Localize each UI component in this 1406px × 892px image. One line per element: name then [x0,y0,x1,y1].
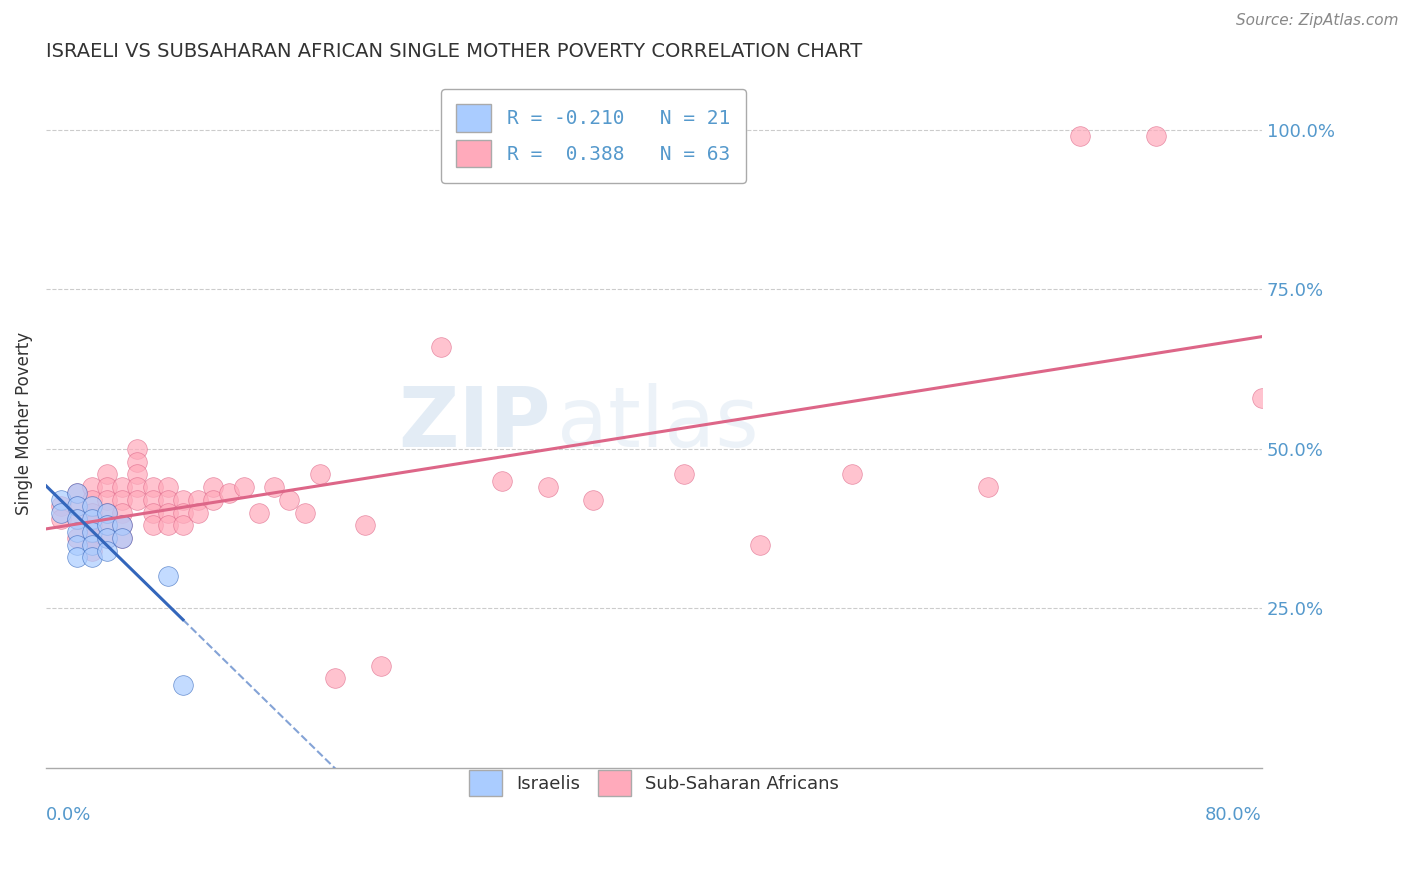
Point [111,518,134,533]
Point [294,506,316,520]
Point [218,486,240,500]
Point [127,480,149,494]
Point [111,531,134,545]
Point [323,672,346,686]
Point [96,531,118,545]
Point [142,506,165,520]
Point [156,492,179,507]
Point [111,518,134,533]
Point [65,512,87,526]
Point [263,480,285,494]
Point [65,486,87,500]
Point [51,512,73,526]
Point [1069,129,1091,144]
Text: atlas: atlas [557,383,759,464]
Point [80,550,103,565]
Point [127,492,149,507]
Point [977,480,1000,494]
Point [370,658,392,673]
Point [80,492,103,507]
Point [65,537,87,551]
Point [142,480,165,494]
Point [80,537,103,551]
Point [65,500,87,514]
Point [111,480,134,494]
Point [278,492,301,507]
Point [172,492,194,507]
Point [111,506,134,520]
Point [65,486,87,500]
Point [51,492,73,507]
Point [537,480,560,494]
Point [111,531,134,545]
Point [80,518,103,533]
Text: 0.0%: 0.0% [46,805,91,823]
Legend: Israelis, Sub-Saharan Africans: Israelis, Sub-Saharan Africans [454,756,853,810]
Point [96,506,118,520]
Point [156,506,179,520]
Point [430,340,453,354]
Point [841,467,863,482]
Point [80,531,103,545]
Point [172,678,194,692]
Point [142,518,165,533]
Point [96,492,118,507]
Point [96,506,118,520]
Point [96,518,118,533]
Point [65,531,87,545]
Point [80,506,103,520]
Point [96,467,118,482]
Point [491,474,513,488]
Point [80,500,103,514]
Point [156,480,179,494]
Point [202,492,225,507]
Point [308,467,330,482]
Point [232,480,254,494]
Point [354,518,377,533]
Point [156,569,179,583]
Point [51,506,73,520]
Point [127,442,149,456]
Point [156,518,179,533]
Point [1251,391,1274,405]
Point [247,506,270,520]
Point [80,524,103,539]
Point [582,492,605,507]
Point [172,518,194,533]
Point [749,537,772,551]
Point [202,480,225,494]
Point [65,512,87,526]
Point [65,500,87,514]
Y-axis label: Single Mother Poverty: Single Mother Poverty [15,332,32,515]
Point [65,550,87,565]
Point [80,544,103,558]
Point [65,524,87,539]
Point [127,454,149,468]
Point [96,544,118,558]
Text: 80.0%: 80.0% [1205,805,1263,823]
Point [673,467,696,482]
Text: ISRAELI VS SUBSAHARAN AFRICAN SINGLE MOTHER POVERTY CORRELATION CHART: ISRAELI VS SUBSAHARAN AFRICAN SINGLE MOT… [46,42,862,61]
Point [111,492,134,507]
Point [187,492,209,507]
Point [172,506,194,520]
Point [80,512,103,526]
Point [127,467,149,482]
Text: ZIP: ZIP [398,383,551,464]
Point [142,492,165,507]
Point [1144,129,1167,144]
Point [80,480,103,494]
Point [96,518,118,533]
Point [96,531,118,545]
Point [187,506,209,520]
Point [51,500,73,514]
Point [96,480,118,494]
Text: Source: ZipAtlas.com: Source: ZipAtlas.com [1236,13,1399,29]
